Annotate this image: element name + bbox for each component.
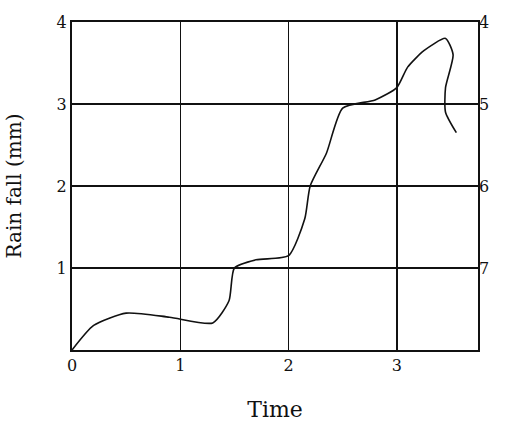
svg-text:4: 4 <box>57 13 67 32</box>
svg-text:Time: Time <box>247 397 303 422</box>
svg-text:6: 6 <box>479 177 489 196</box>
svg-text:Rain fall (mm): Rain fall (mm) <box>2 113 26 258</box>
svg-text:5: 5 <box>479 95 489 114</box>
svg-text:4: 4 <box>479 13 489 32</box>
svg-text:7: 7 <box>479 259 489 278</box>
svg-text:3: 3 <box>57 95 67 114</box>
svg-text:0: 0 <box>67 356 77 375</box>
svg-text:2: 2 <box>57 177 67 196</box>
svg-text:2: 2 <box>283 356 293 375</box>
svg-text:1: 1 <box>57 259 67 278</box>
svg-text:3: 3 <box>392 356 402 375</box>
svg-text:1: 1 <box>175 356 185 375</box>
